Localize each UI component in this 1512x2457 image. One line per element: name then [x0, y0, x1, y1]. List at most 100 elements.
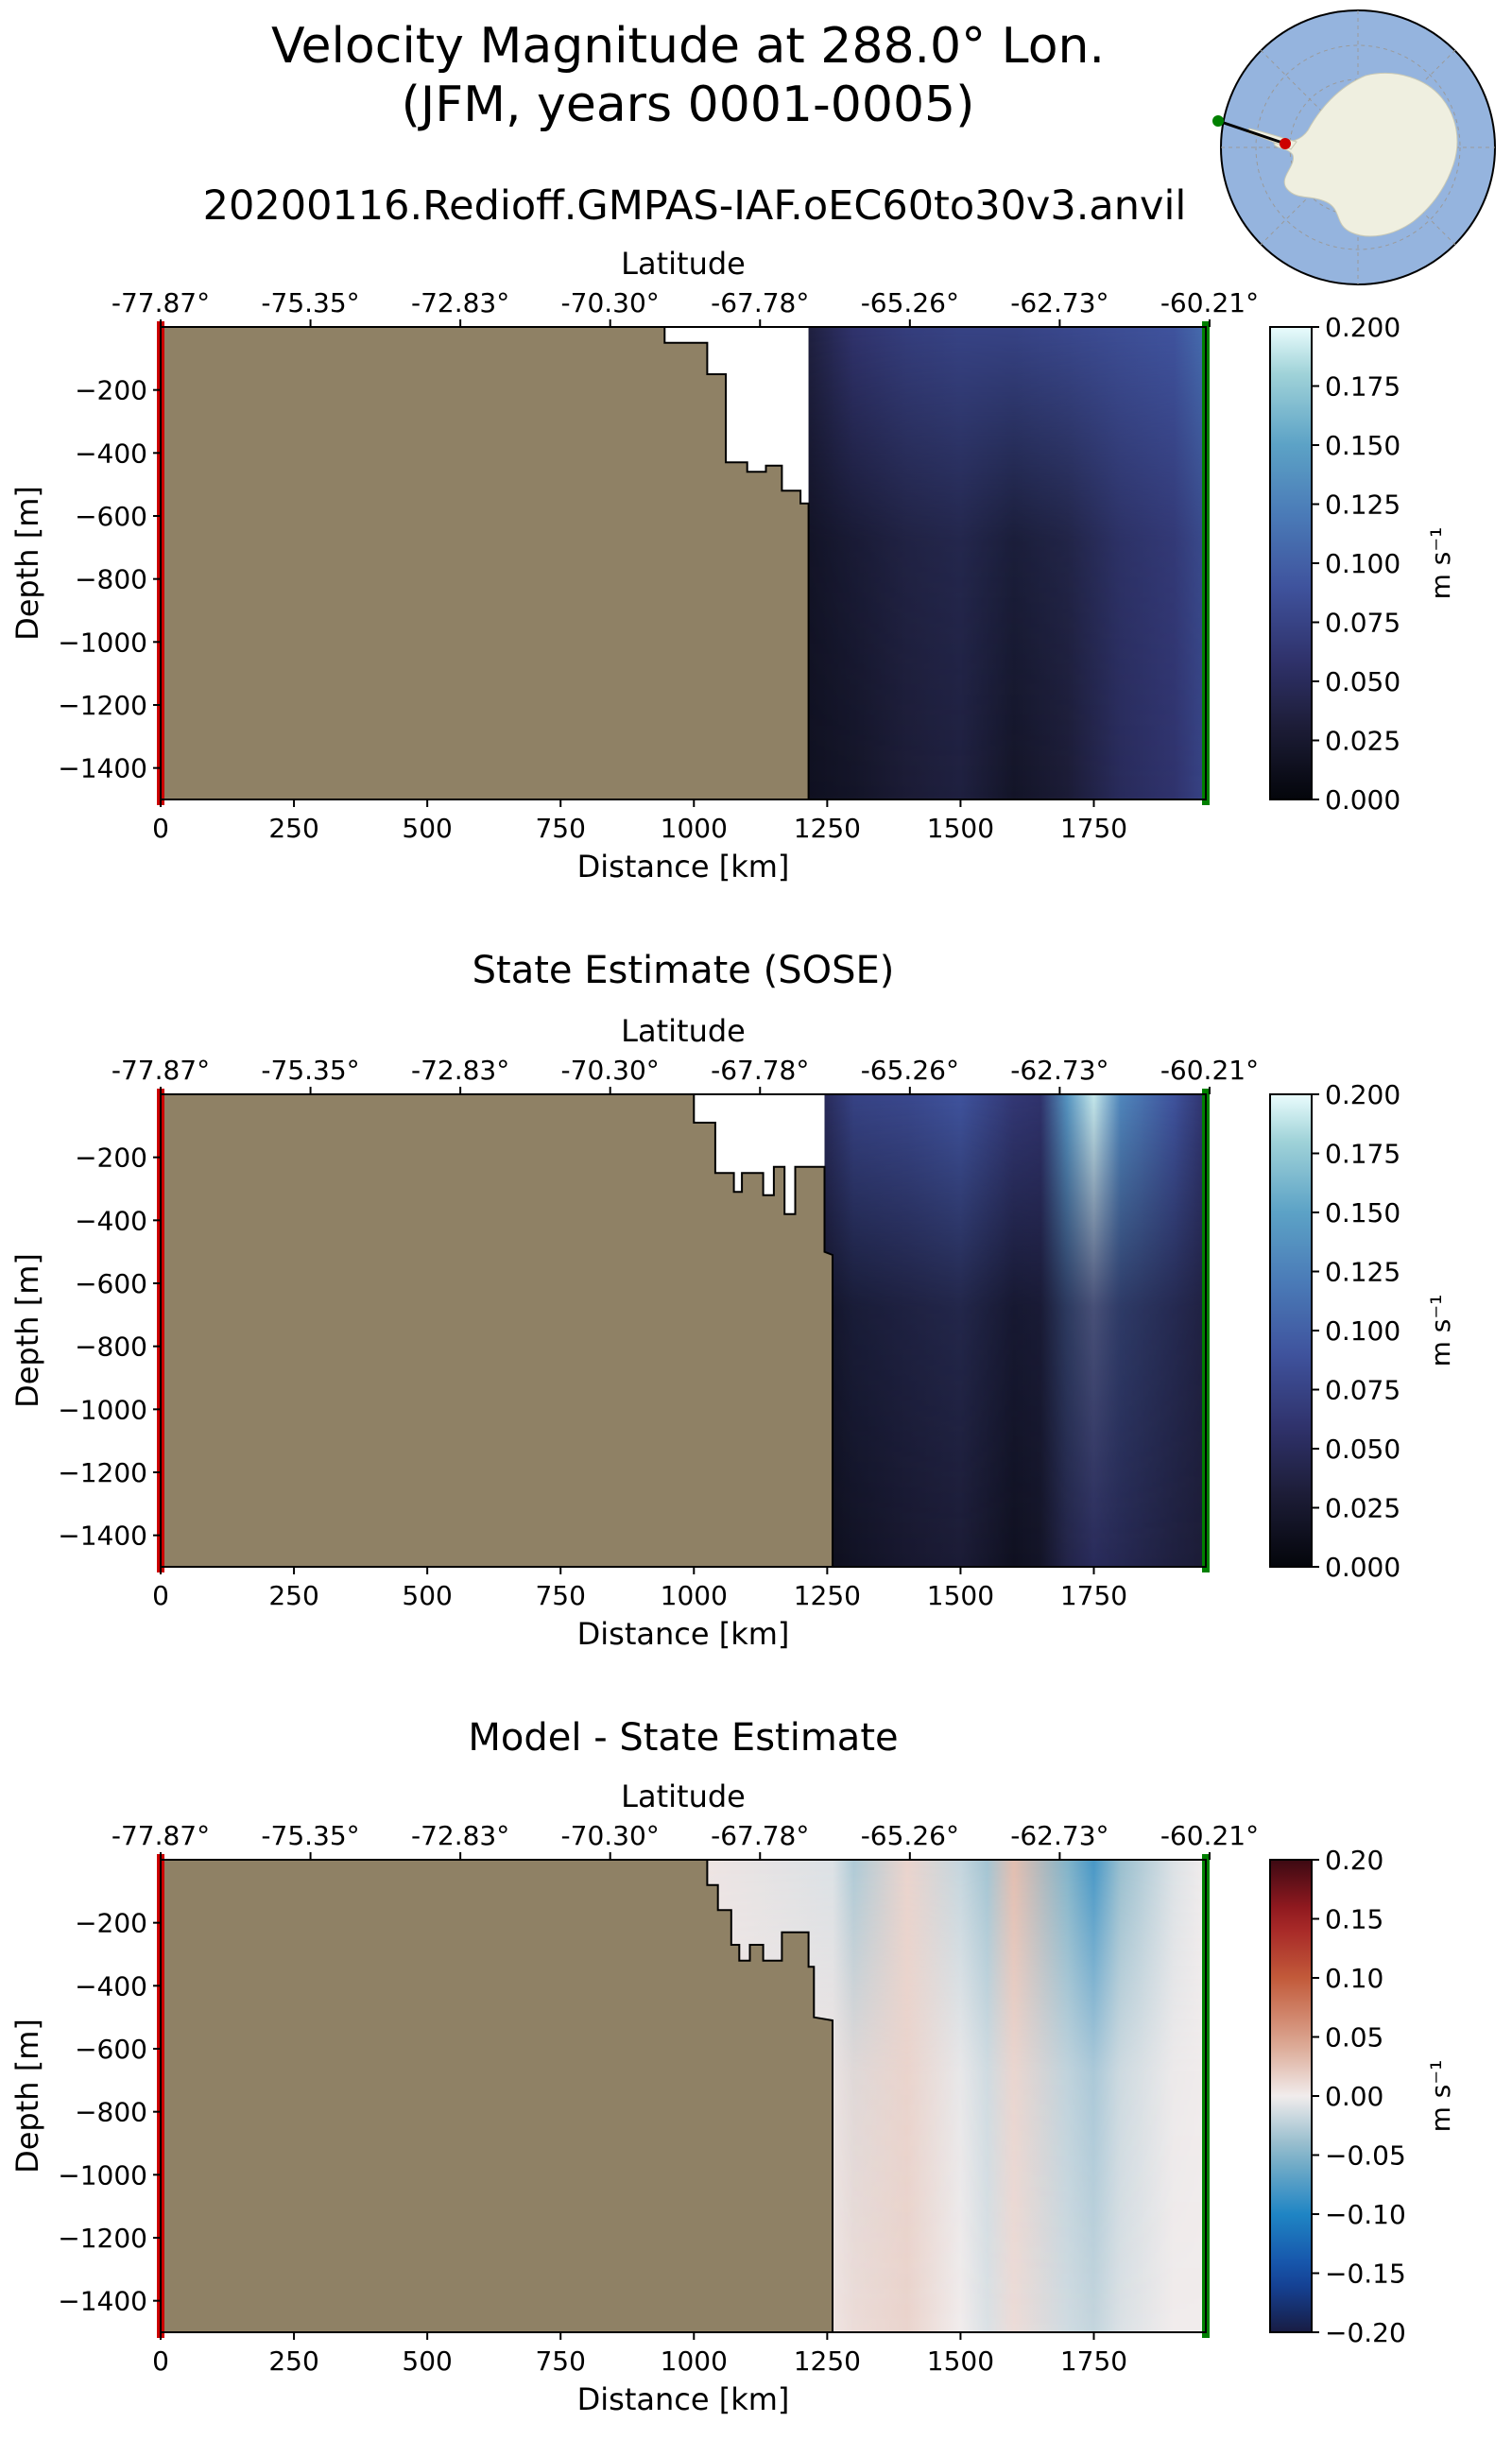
colorbar-tick-label: 0.125: [1325, 490, 1400, 521]
colorbar-tick-label: −0.05: [1325, 2140, 1406, 2172]
chart-panel-1: Latitude 0 250 500 750 1000 1250 1500 1750 Distan…: [9, 246, 1456, 885]
y-tick-label: −1200: [58, 1457, 147, 1488]
colorbar-tick-label: 0.100: [1325, 1315, 1400, 1347]
lat-tick-label: -75.35°: [261, 287, 359, 318]
colorbar: [1269, 326, 1313, 800]
lat-tick-label: -65.26°: [861, 1055, 959, 1086]
lat-tick-label: -60.21°: [1160, 1820, 1259, 1851]
lat-tick-label: -77.87°: [112, 1820, 210, 1851]
chart-panel-2: State Estimate (SOSE) Latitude 0 250 500 750 1…: [9, 949, 1456, 1652]
lat-tick-label: -70.30°: [561, 1055, 660, 1086]
lat-tick-label: -62.73°: [1010, 287, 1108, 318]
y-tick-label: −200: [75, 1908, 147, 1939]
y-tick-label: −1400: [58, 2286, 147, 2317]
lat-tick-label: -72.83°: [411, 1820, 509, 1851]
section-end-marker: [1212, 115, 1224, 127]
lat-tick-label: -60.21°: [1160, 1055, 1259, 1086]
map-graticule: [1255, 44, 1461, 250]
colorbar-tick-label: 0.025: [1325, 1493, 1400, 1524]
y-tick-label: −200: [75, 1143, 147, 1174]
lat-tick-label: -65.26°: [861, 287, 959, 318]
lat-tick-label: -72.83°: [411, 1055, 509, 1086]
y-tick-label: −1000: [58, 627, 147, 658]
x-tick-label: 750: [535, 813, 585, 844]
x-axis-label: Distance [km]: [577, 1616, 790, 1652]
lat-tick-label: -70.30°: [561, 1820, 660, 1851]
y-tick-label: −400: [75, 438, 147, 469]
colorbar: [1269, 1093, 1313, 1568]
x-tick-label: 1000: [661, 1580, 728, 1611]
y-tick-label: −1400: [58, 1521, 147, 1552]
x-tick-label: 500: [402, 813, 452, 844]
y-tick-label: −400: [75, 1205, 147, 1236]
x-tick-label: 250: [268, 1580, 318, 1611]
x-tick-label: 1500: [927, 813, 994, 844]
colorbar-tick-label: 0.100: [1325, 548, 1400, 579]
x-tick-label: 1250: [794, 1580, 861, 1611]
y-tick-label: −1400: [58, 753, 147, 784]
lat-tick-label: -62.73°: [1010, 1820, 1108, 1851]
x-tick-label: 0: [152, 1580, 169, 1611]
land-mask: [160, 1093, 833, 1568]
x-tick-label: 500: [402, 2345, 452, 2377]
colorbar-tick-label: 0.150: [1325, 430, 1400, 461]
latitude-axis-label: Latitude: [621, 1778, 746, 1814]
y-axis-label: Depth [m]: [9, 1253, 45, 1408]
lat-tick-label: -77.87°: [112, 287, 210, 318]
y-tick-label: −400: [75, 1970, 147, 2002]
lat-tick-label: -62.73°: [1010, 1055, 1108, 1086]
lat-tick-label: -70.30°: [561, 287, 660, 318]
colorbar-tick-label: −0.15: [1325, 2259, 1406, 2290]
figure-title-line2: (JFM, years 0001-0005): [402, 77, 975, 133]
colorbar-tick-label: 0.000: [1325, 1552, 1400, 1583]
section-line: [1217, 119, 1286, 146]
colorbar-tick-label: 0.050: [1325, 666, 1400, 697]
y-tick-label: −600: [75, 1268, 147, 1299]
x-tick-label: 1000: [661, 2345, 728, 2377]
x-tick-label: 250: [268, 813, 318, 844]
x-tick-label: 0: [152, 2345, 169, 2377]
y-tick-label: −600: [75, 501, 147, 532]
land-mask: [160, 1859, 833, 2333]
antarctica-land: [1273, 73, 1458, 237]
colorbar-tick-label: 0.05: [1325, 2022, 1383, 2053]
run-name: 20200116.Redioff.GMPAS-IAF.oEC60to30v3.a…: [203, 182, 1187, 230]
y-tick-label: −1000: [58, 1394, 147, 1425]
y-tick-label: −800: [75, 2097, 147, 2128]
colorbar-tick-label: 0.175: [1325, 371, 1400, 403]
field-surface: [824, 1094, 1206, 1567]
colorbar-label: m s⁻¹: [1425, 2060, 1456, 2133]
latitude-axis-label: Latitude: [621, 1013, 746, 1049]
x-tick-label: 1500: [927, 2345, 994, 2377]
x-tick-label: 250: [268, 2345, 318, 2377]
colorbar-tick-label: 0.125: [1325, 1257, 1400, 1288]
colorbar: [1269, 1859, 1313, 2333]
y-tick-label: −200: [75, 375, 147, 406]
panels-container: Latitude 0 250 500 750 1000 1250 1500 1750 Distan…: [9, 246, 1456, 2417]
colorbar-tick-label: 0.075: [1325, 608, 1400, 639]
x-axis-label: Distance [km]: [577, 2381, 790, 2417]
y-tick-label: −1000: [58, 2159, 147, 2191]
lat-tick-label: -67.78°: [711, 287, 809, 318]
colorbar-label: m s⁻¹: [1425, 1295, 1456, 1367]
x-axis-label: Distance [km]: [577, 849, 790, 885]
chart-panel-3: Model - State Estimate Latitude 0 250 500 750…: [9, 1716, 1456, 2417]
colorbar-tick-label: 0.00: [1325, 2081, 1383, 2112]
lat-tick-label: -72.83°: [411, 287, 509, 318]
x-tick-label: 1750: [1060, 1580, 1127, 1611]
x-tick-label: 500: [402, 1580, 452, 1611]
lat-tick-label: -67.78°: [711, 1055, 809, 1086]
colorbar-tick-label: 0.000: [1325, 784, 1400, 816]
land-mask: [160, 326, 810, 800]
y-tick-label: −1200: [58, 2223, 147, 2254]
lat-tick-label: -75.35°: [261, 1055, 359, 1086]
y-axis-label: Depth [m]: [9, 486, 45, 641]
latitude-axis-label: Latitude: [621, 246, 746, 282]
plot-frame: [160, 326, 1207, 800]
colorbar-tick-label: −0.20: [1325, 2317, 1406, 2348]
figure-title-line1: Velocity Magnitude at 288.0° Lon.: [271, 18, 1105, 75]
x-tick-label: 1250: [794, 2345, 861, 2377]
colorbar-tick-label: 0.20: [1325, 1845, 1383, 1876]
colorbar-tick-label: 0.15: [1325, 1904, 1383, 1935]
